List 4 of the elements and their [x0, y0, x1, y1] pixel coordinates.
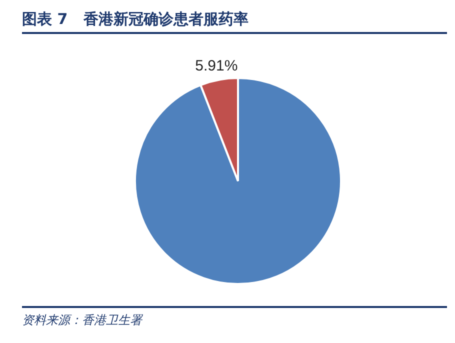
chart-title: 图表 7 香港新冠确诊患者服药率 [22, 10, 447, 34]
pie-slice [134, 77, 342, 285]
data-label: 5.91% [195, 58, 238, 75]
text: 资料来源：香港卫生署 [22, 312, 144, 329]
